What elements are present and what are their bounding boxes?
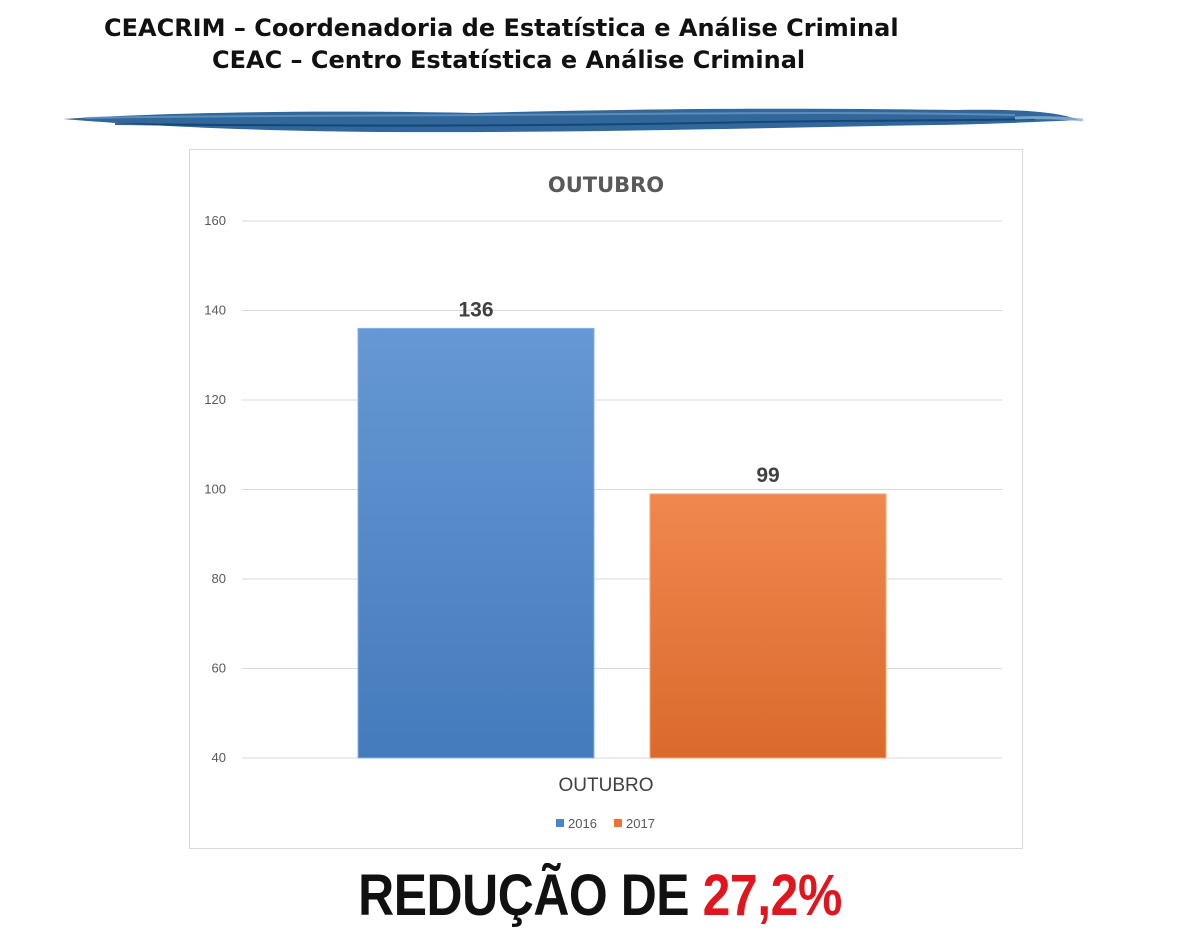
header-title-line2: CEAC – Centro Estatística e Análise Crim… (212, 46, 806, 74)
legend-swatch-2017 (614, 819, 622, 827)
data-label-2016: 136 (458, 298, 493, 321)
y-tick-label: 60 (212, 661, 226, 676)
y-tick-label: 140 (204, 303, 226, 318)
y-tick-label: 40 (212, 750, 226, 765)
reduction-percent: 27,2% (702, 863, 843, 928)
brush-stroke-decoration (63, 108, 1084, 133)
legend-swatch-2016 (556, 819, 564, 827)
bar-chart: OUTUBRO 40 60 80 100 120 140 160 136 99 OUTUBRO 201… (204, 173, 1002, 831)
reduction-text: REDUÇÃO DE (358, 863, 690, 928)
y-tick-label: 100 (204, 482, 226, 497)
chart-title: OUTUBRO (548, 173, 664, 197)
data-label-2017: 99 (756, 464, 779, 487)
bar-2017 (649, 493, 887, 759)
bar-2016 (357, 327, 595, 759)
x-category-label: OUTUBRO (559, 775, 654, 796)
chart-container: OUTUBRO 40 60 80 100 120 140 160 136 99 OUTUBRO 201… (189, 149, 1023, 849)
y-tick-label: 80 (212, 571, 226, 586)
y-tick-label: 120 (204, 392, 226, 407)
legend-label-2017: 2017 (626, 816, 655, 831)
header-title-line1: CEACRIM – Coordenadoria de Estatística e… (104, 14, 899, 42)
y-tick-label: 160 (204, 213, 226, 228)
legend-label-2016: 2016 (568, 816, 597, 831)
reduction-banner: REDUÇÃO DE 27,2% (84, 862, 1116, 929)
